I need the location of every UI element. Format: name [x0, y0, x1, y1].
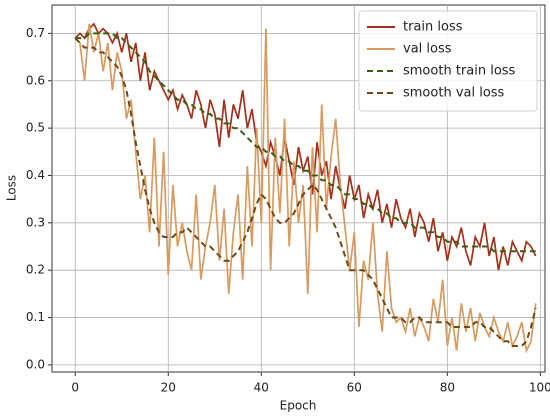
- x-tick-label: 60: [347, 381, 362, 395]
- legend-box: [358, 10, 538, 112]
- y-tick-label: 0.4: [26, 168, 45, 182]
- y-tick-label: 0.7: [26, 26, 45, 40]
- series-line: [75, 32, 536, 253]
- x-tick-label: 0: [71, 381, 79, 395]
- x-tick-label: 20: [161, 381, 176, 395]
- legend-label: smooth train loss: [403, 64, 516, 79]
- y-tick-label: 0.6: [26, 73, 45, 87]
- y-tick-label: 0.3: [26, 215, 45, 229]
- y-tick-label: 0.5: [26, 121, 45, 135]
- y-tick-label: 0.1: [26, 310, 45, 324]
- x-axis-label: Epoch: [280, 399, 317, 413]
- legend-label: smooth val loss: [403, 86, 505, 101]
- x-tick-label: 80: [440, 381, 455, 395]
- series-line: [74, 37, 537, 347]
- legend-label: val loss: [403, 42, 452, 57]
- series-line: [74, 22, 537, 271]
- legend-label: train loss: [403, 20, 463, 35]
- y-tick-label: 0.2: [26, 263, 45, 277]
- y-axis-label: Loss: [5, 175, 19, 201]
- x-tick-label: 40: [254, 381, 269, 395]
- y-tick-label: 0.0: [26, 357, 45, 371]
- x-tick-label: 100: [529, 381, 550, 395]
